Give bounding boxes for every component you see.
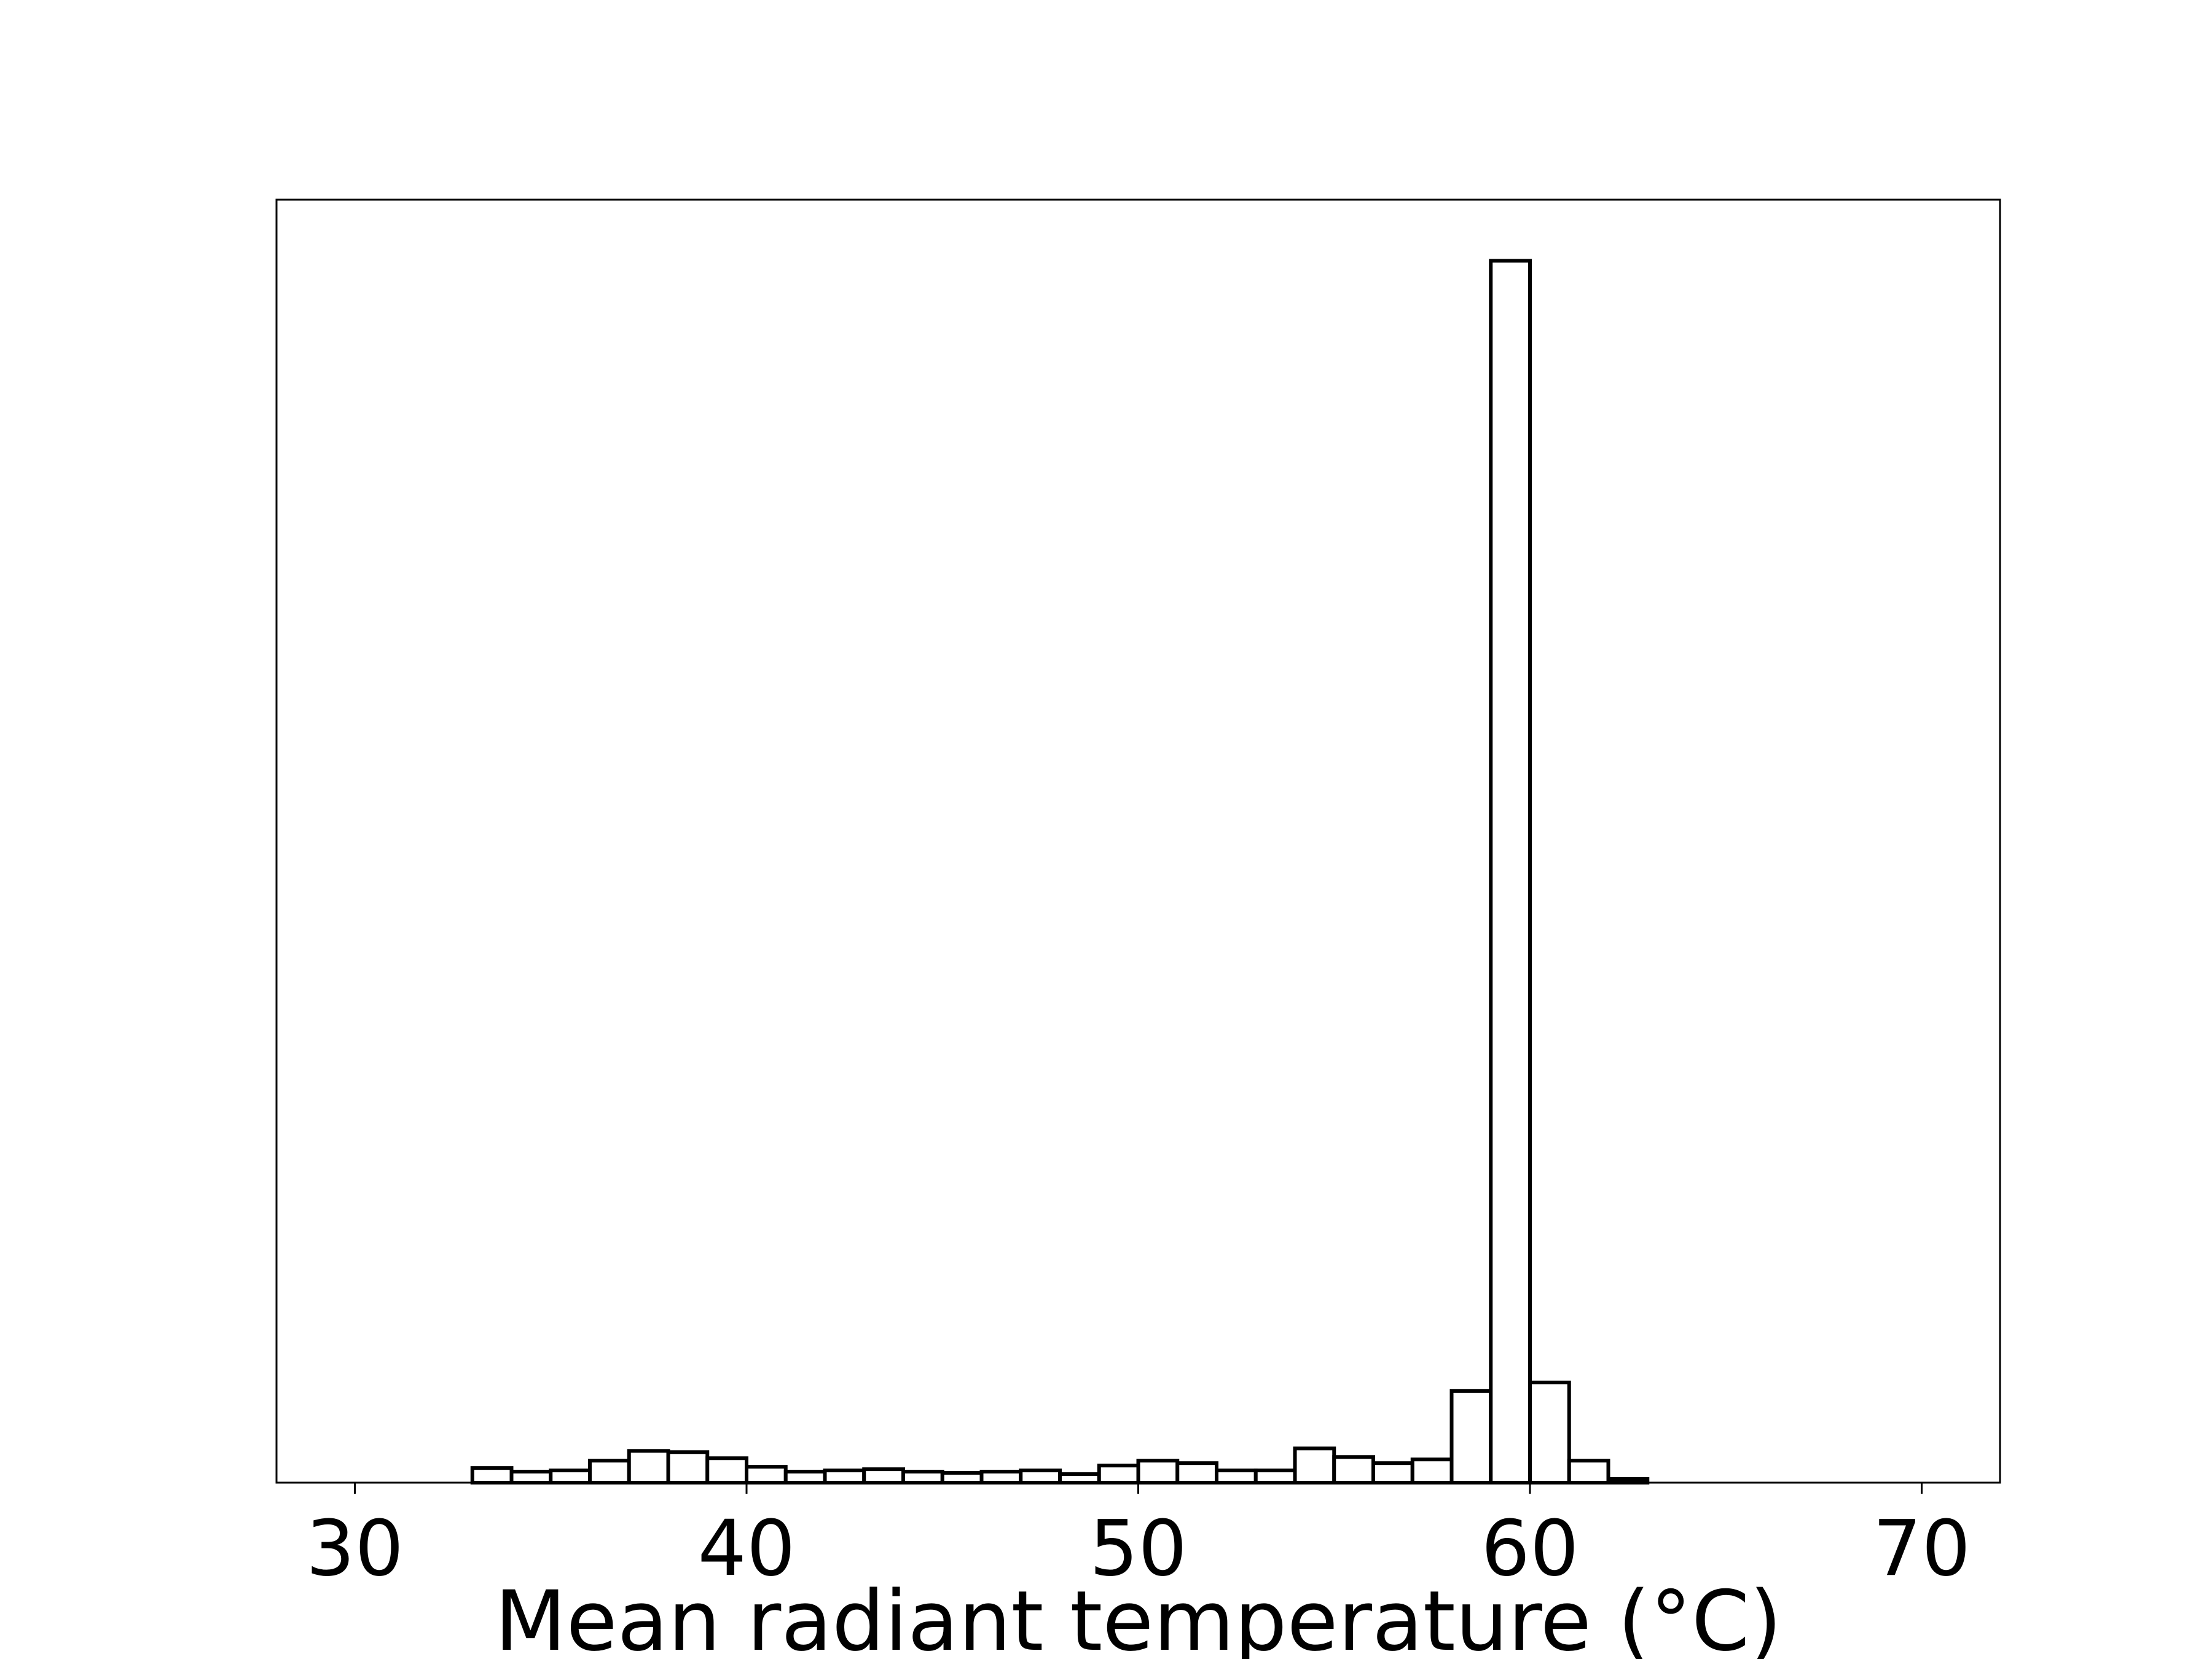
histogram-bar bbox=[1293, 1446, 1336, 1485]
histogram-bars bbox=[470, 259, 1650, 1485]
histogram-bar bbox=[1253, 1469, 1297, 1484]
histogram-bar bbox=[627, 1449, 670, 1484]
histogram-bar bbox=[549, 1469, 592, 1484]
histogram-bar bbox=[509, 1470, 553, 1484]
histogram-bar bbox=[1215, 1469, 1258, 1484]
x-tick-label: 70 bbox=[1873, 1504, 1971, 1593]
histogram-bar bbox=[1489, 259, 1532, 1484]
histogram-bar bbox=[979, 1470, 1023, 1484]
histogram-bar bbox=[901, 1470, 944, 1484]
x-tick-label: 40 bbox=[697, 1504, 795, 1593]
histogram-bar bbox=[940, 1471, 984, 1484]
histogram-bar bbox=[862, 1467, 905, 1485]
x-tick-label: 50 bbox=[1089, 1504, 1187, 1593]
histogram-bar bbox=[588, 1459, 631, 1485]
histogram-bar bbox=[470, 1466, 514, 1485]
histogram-bar bbox=[1058, 1472, 1101, 1485]
histogram-bar bbox=[1410, 1457, 1454, 1484]
histogram-bar bbox=[666, 1450, 710, 1484]
histogram-bar bbox=[1136, 1459, 1180, 1485]
histogram-bar bbox=[745, 1465, 788, 1485]
histogram-bar bbox=[823, 1469, 866, 1484]
histogram-bar bbox=[1371, 1461, 1414, 1485]
x-tick-label: 60 bbox=[1481, 1504, 1579, 1593]
histogram-bar bbox=[1019, 1469, 1062, 1484]
histogram-bar bbox=[1332, 1455, 1375, 1484]
histogram-bar bbox=[705, 1456, 748, 1484]
x-axis-label: Mean radiant temperature (°C) bbox=[495, 1573, 1782, 1659]
histogram-bar bbox=[1097, 1464, 1140, 1484]
histogram-bar bbox=[1528, 1380, 1571, 1485]
histogram-bar bbox=[783, 1470, 827, 1484]
x-axis-ticks: 30 40 50 60 70 bbox=[306, 1483, 1971, 1593]
x-tick-label: 30 bbox=[306, 1504, 404, 1593]
plot-frame bbox=[275, 198, 2001, 1484]
histogram-bar bbox=[1175, 1461, 1218, 1485]
histogram-bar bbox=[1567, 1459, 1610, 1485]
histogram-bar bbox=[1449, 1389, 1493, 1485]
